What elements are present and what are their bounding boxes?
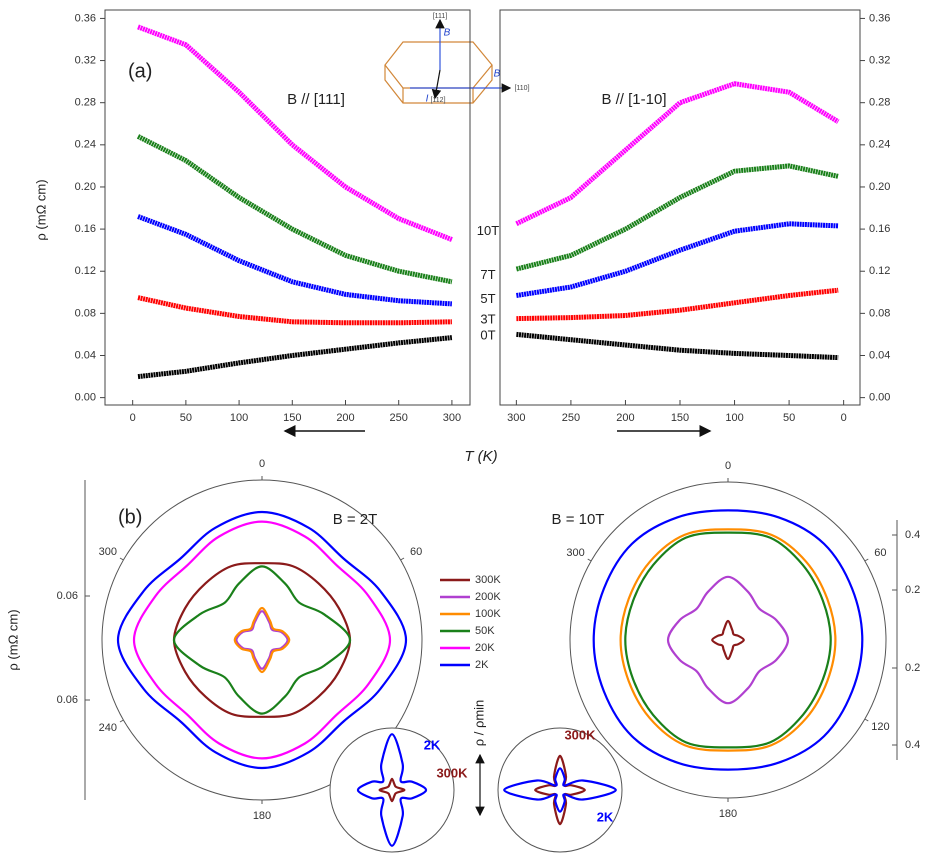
series-label: 0T (480, 327, 495, 342)
panel-title: B // [1-10] (601, 91, 666, 108)
angle-tick (401, 558, 404, 560)
radial-label: 0.2 (905, 584, 920, 596)
angle-tick-label: 120 (871, 721, 889, 733)
curve-label: 2K (424, 737, 441, 752)
inset-label: [112] (430, 97, 445, 104)
angle-tick-label: 300 (566, 547, 584, 559)
curve-label: 2K (597, 809, 614, 824)
angle-tick-label: 180 (719, 808, 737, 820)
y-tick-label: 0.36 (869, 12, 890, 24)
angle-tick-label: 60 (874, 547, 886, 559)
x-axis-label: T (K) (464, 448, 497, 465)
y-tick-label: 0.04 (869, 349, 890, 361)
angle-tick-label: 0 (259, 458, 265, 470)
series-label: 10T (477, 223, 499, 238)
x-tick-label: 100 (230, 412, 248, 424)
x-tick-label: 0 (130, 412, 136, 424)
y-tick-label: 0.32 (869, 54, 890, 66)
y-tick-label: 0.20 (75, 181, 96, 193)
page: 0 50 100 150 200 250 300 0.00 0.04 0.08 0.12 0.16 0.… (0, 0, 941, 863)
data-line (516, 84, 838, 224)
data-line (138, 27, 452, 240)
legend-label: 2K (475, 659, 489, 671)
y-tick-label: 0.20 (869, 181, 890, 193)
angle-tick-label: 240 (99, 722, 117, 734)
x-tick-label: 300 (507, 412, 525, 424)
inset-label: B (444, 28, 451, 39)
curve-label: 300K (436, 765, 468, 780)
y-tick-label: 0.32 (75, 54, 96, 66)
series-label: 3T (480, 312, 495, 327)
data-line (138, 136, 452, 281)
panel-title: B // [111] (287, 91, 345, 108)
x-tick-label: 250 (390, 412, 408, 424)
inset-label: [110] (514, 85, 529, 92)
data-line (516, 290, 838, 318)
legend-label: 50K (475, 625, 495, 637)
legend-label: 100K (475, 608, 501, 620)
data-line (138, 338, 452, 377)
angle-tick (120, 720, 123, 722)
angle-tick (865, 559, 868, 561)
y-tick-label: 0.36 (75, 12, 96, 24)
series-label: 7T (480, 267, 495, 282)
polar-title: B = 10T (552, 511, 605, 528)
x-tick-label: 300 (443, 412, 461, 424)
angle-tick (120, 558, 123, 560)
radial-label: 0.06 (57, 694, 78, 706)
x-tick-label: 50 (783, 412, 795, 424)
angle-tick-label: 300 (99, 546, 117, 558)
polar-frame (498, 728, 622, 852)
angle-tick-label: 180 (253, 810, 271, 822)
data-line (516, 224, 838, 296)
y-tick-label: 0.28 (869, 97, 890, 109)
plot-frame (105, 10, 470, 405)
y-tick-label: 0.24 (869, 139, 890, 151)
y-tick-label: 0.00 (869, 392, 890, 404)
radial-label: 0.4 (905, 529, 920, 541)
panel-label: (b) (118, 506, 142, 528)
y-tick-label: 0.24 (75, 139, 96, 151)
angle-tick-label: 60 (410, 546, 422, 558)
y-axis-label: ρ / ρmin (471, 700, 486, 747)
y-axis-label: ρ (mΩ cm) (5, 609, 20, 670)
legend-label: 300K (475, 574, 501, 586)
angle-tick (865, 719, 868, 721)
inset-label: I (426, 94, 429, 105)
panel-label: (a) (128, 60, 152, 82)
x-tick-label: 150 (671, 412, 689, 424)
y-tick-label: 0.12 (75, 265, 96, 277)
y-tick-label: 0.00 (75, 392, 96, 404)
figure: 0 50 100 150 200 250 300 0.00 0.04 0.08 0.12 0.16 0.… (0, 0, 941, 863)
y-tick-label: 0.16 (75, 223, 96, 235)
y-tick-label: 0.16 (869, 223, 890, 235)
polar-title: B = 2T (333, 511, 378, 528)
x-tick-label: 50 (180, 412, 192, 424)
y-axis-label: ρ (mΩ cm) (33, 179, 48, 240)
x-tick-label: 150 (283, 412, 301, 424)
x-tick-label: 100 (725, 412, 743, 424)
x-tick-label: 250 (562, 412, 580, 424)
y-tick-label: 0.08 (869, 307, 890, 319)
x-tick-label: 200 (336, 412, 354, 424)
y-tick-label: 0.04 (75, 349, 96, 361)
y-tick-label: 0.28 (75, 97, 96, 109)
x-tick-label: 200 (616, 412, 634, 424)
series-label: 5T (480, 291, 495, 306)
y-tick-label: 0.08 (75, 307, 96, 319)
legend-label: 20K (475, 642, 495, 654)
angle-tick (588, 559, 591, 561)
data-line (516, 334, 838, 357)
curve-label: 300K (564, 727, 596, 742)
x-tick-label: 0 (841, 412, 847, 424)
radial-label: 0.4 (905, 739, 920, 751)
legend-label: 200K (475, 591, 501, 603)
radial-label: 0.2 (905, 662, 920, 674)
radial-label: 0.06 (57, 590, 78, 602)
inset-label: [111] (433, 13, 448, 20)
angle-tick-label: 0 (725, 460, 731, 472)
y-tick-label: 0.12 (869, 265, 890, 277)
